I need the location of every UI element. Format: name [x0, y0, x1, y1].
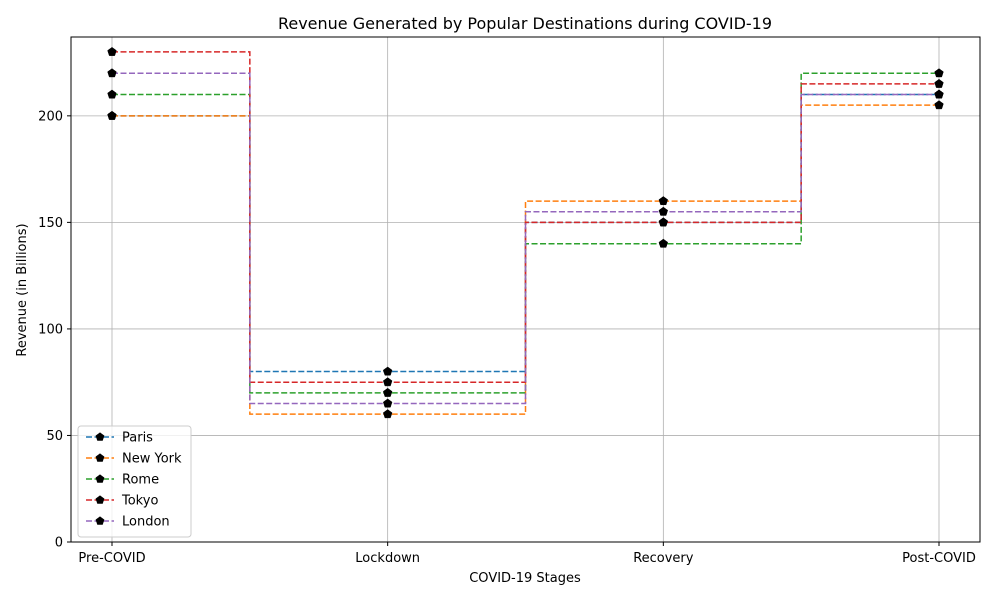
legend-entry: London [86, 515, 170, 530]
y-tick-label: 50 [46, 429, 63, 444]
legend-marker [95, 474, 105, 483]
x-tick-label: Lockdown [355, 551, 420, 566]
legend-entry: Paris [86, 431, 153, 446]
data-point [934, 100, 944, 110]
series-layer [107, 47, 944, 419]
legend-entry: Rome [86, 473, 159, 488]
data-point [382, 409, 393, 419]
legend-label: Rome [122, 473, 159, 488]
legend-marker [95, 453, 105, 462]
data-point [934, 78, 944, 88]
legend: Paris New York Rome Tokyo London [77, 425, 192, 538]
legend-entry: Tokyo [86, 494, 158, 509]
legend-box [77, 425, 192, 538]
y-tick-label: 100 [38, 322, 63, 337]
series-line [112, 72, 939, 405]
x-tick-label: Pre-COVID [78, 551, 145, 566]
y-tick-label: 0 [55, 536, 63, 551]
legend-marker [95, 432, 105, 441]
legend-marker [95, 495, 105, 504]
data-point [658, 206, 669, 216]
series-london [107, 68, 944, 408]
data-point [382, 398, 393, 408]
axes-layer [70, 36, 981, 543]
legend-label: Tokyo [121, 494, 158, 509]
data-point [658, 196, 669, 206]
legend-label: London [122, 515, 170, 530]
data-point [107, 110, 117, 120]
legend-marker [95, 516, 105, 525]
data-point [382, 377, 393, 387]
data-point [658, 217, 669, 227]
legend-label: New York [122, 452, 182, 467]
data-point [107, 47, 117, 56]
data-point [934, 68, 944, 78]
tick-layer: Pre-COVID Lockdown Recovery Post-COVID 0 50 10… [38, 109, 976, 566]
legend-label: Paris [122, 431, 153, 446]
x-axis-label: COVID-19 Stages [469, 571, 581, 586]
x-tick-label: Recovery [633, 551, 694, 566]
data-point [934, 89, 944, 99]
plot-frame [70, 36, 981, 543]
data-point [107, 68, 117, 78]
data-point [382, 387, 393, 397]
legend-entry: New York [86, 452, 182, 467]
y-axis-label: Revenue (in Billions) [15, 223, 30, 356]
data-point [107, 89, 117, 99]
data-point [382, 366, 393, 376]
y-tick-label: 150 [38, 216, 63, 231]
data-point [658, 238, 669, 248]
chart-title: Revenue Generated by Popular Destination… [278, 14, 772, 33]
x-tick-label: Post-COVID [902, 551, 976, 566]
y-tick-label: 200 [38, 109, 63, 124]
